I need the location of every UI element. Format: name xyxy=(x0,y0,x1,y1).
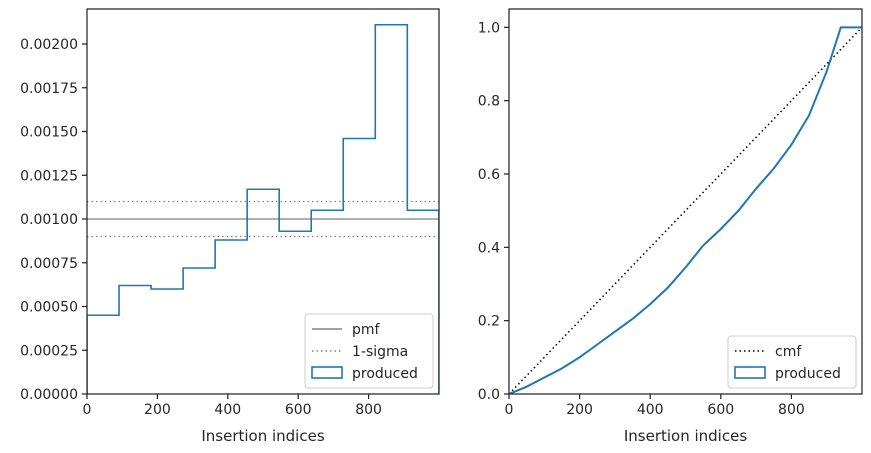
x-tick-label: 200 xyxy=(566,402,593,418)
y-tick-label: 0.00000 xyxy=(20,387,78,403)
x-axis-label: Insertion indices xyxy=(201,427,324,445)
y-tick-label: 0.2 xyxy=(478,314,500,330)
legend: pmf 1-sigma produced xyxy=(304,313,434,389)
y-tick-label: 0.00075 xyxy=(20,256,78,272)
axes-frame xyxy=(508,8,863,395)
y-tick-label: 1.0 xyxy=(478,20,500,36)
y-tick-label: 0.00150 xyxy=(20,125,78,141)
y-tick-label: 0.8 xyxy=(478,94,500,110)
right-cmf-panel: 0 200 400 600 800 0.0 0.2 0.4 0.6 0.8 1.0 Insertion… xyxy=(478,8,863,445)
pmf-legend-label: pmf xyxy=(352,322,381,338)
y-tick-label: 0.00125 xyxy=(20,168,78,184)
y-tick-label: 0.6 xyxy=(478,167,500,183)
y-tick-label: 0.0 xyxy=(478,387,500,403)
produced-legend-swatch xyxy=(311,366,343,379)
produced-histogram xyxy=(87,23,439,394)
cmf-line xyxy=(509,26,862,394)
produced-legend-label: produced xyxy=(352,366,418,382)
x-tick-label: 600 xyxy=(285,402,312,418)
legend: cmf produced xyxy=(727,335,857,389)
x-tick-label: 400 xyxy=(637,402,664,418)
cmf-legend-label: cmf xyxy=(775,344,802,360)
left-histogram-panel: 0 200 400 600 800 0.00000 0.00025 0.00050 0.0007… xyxy=(20,8,440,445)
y-tick-label: 0.00050 xyxy=(20,300,78,316)
x-tick-label: 400 xyxy=(214,402,241,418)
y-tick-label: 0.00025 xyxy=(20,343,78,359)
y-tick-label: 0.00200 xyxy=(20,37,78,53)
x-tick-label: 800 xyxy=(778,402,805,418)
plot-area xyxy=(87,23,439,394)
x-tick-label: 800 xyxy=(355,402,382,418)
axes-frame xyxy=(86,8,440,395)
produced-legend-label: produced xyxy=(775,366,841,382)
y-tick-label: 0.4 xyxy=(478,240,500,256)
x-tick-label: 0 xyxy=(505,402,514,418)
y-tick-label: 0.00175 xyxy=(20,81,78,97)
1-sigma-legend-label: 1-sigma xyxy=(352,344,408,360)
plot-area xyxy=(509,26,862,394)
x-tick-label: 0 xyxy=(83,402,92,418)
legend-box xyxy=(727,335,857,389)
x-tick-label: 200 xyxy=(144,402,171,418)
produced-line xyxy=(509,26,862,394)
legend-box xyxy=(304,313,434,389)
produced-legend-swatch xyxy=(734,366,766,379)
y-tick-label: 0.00100 xyxy=(20,212,78,228)
x-tick-label: 600 xyxy=(707,402,734,418)
x-axis-label: Insertion indices xyxy=(624,427,747,445)
